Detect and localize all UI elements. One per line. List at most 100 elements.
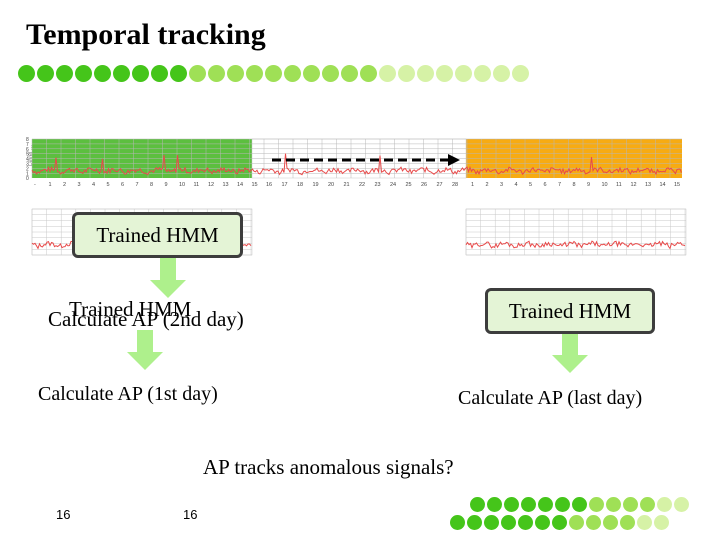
decor-dot [474,65,491,82]
x-tick-label: 12 [631,182,637,188]
decor-dot [265,65,282,82]
x-tick-label: 22 [359,182,365,188]
dashed-arrow [272,154,460,166]
decor-dot [637,515,652,530]
x-tick-label: 8 [150,182,153,188]
down-arrow-left-2 [127,330,163,370]
decor-dot [484,515,499,530]
x-tick-label: 13 [223,182,229,188]
decor-dot [654,515,669,530]
x-tick-label: 4 [515,182,518,188]
decor-dot [504,497,519,512]
decor-dot [569,515,584,530]
x-tick-label: 21 [344,182,350,188]
x-tick-label: 2 [486,182,489,188]
y-tick-label: 7 [26,142,29,148]
x-tick-label: 4 [92,182,95,188]
down-arrow-right [552,333,588,373]
y-tick-label: 4 [26,157,29,163]
y-tick-label: 6 [26,147,29,153]
x-tick-label: 15 [252,182,258,188]
slide-title: Temporal tracking [26,18,266,51]
x-tick-label: 26 [421,182,427,188]
decor-dot [379,65,396,82]
calc-ap-last-day: Calculate AP (last day) [458,387,643,409]
decor-dot [56,65,73,82]
x-tick-label: 23 [375,182,381,188]
x-tick-label: 5 [107,182,110,188]
y-tick-label: 8 [26,137,29,143]
trained-hmm-box-3: Trained HMM [485,288,655,334]
x-tick-label: 25 [406,182,412,188]
x-tick-label: 6 [121,182,124,188]
decor-dot [623,497,638,512]
decor-dot [521,497,536,512]
x-tick-label: 14 [660,182,666,188]
top-dot-decoration [18,65,529,82]
decor-dot [132,65,149,82]
decor-dot [113,65,130,82]
trained-hmm-box-1: Trained HMM [72,212,243,258]
decor-dot [170,65,187,82]
x-tick-label: 16 [266,182,272,188]
decor-dot [589,497,604,512]
bottom-dot-decoration [450,497,690,537]
decor-dot [303,65,320,82]
decor-dot [603,515,618,530]
decor-dot [555,497,570,512]
x-tick-label: 11 [194,182,200,188]
decor-dot [322,65,339,82]
decor-dot [572,497,587,512]
x-tick-label: 14 [237,182,243,188]
decor-dot [538,497,553,512]
x-tick-label: 13 [645,182,651,188]
decor-dot [640,497,655,512]
down-arrow-left-1 [150,258,186,298]
decor-dot [94,65,111,82]
x-tick-label: 18 [297,182,303,188]
decor-dot [189,65,206,82]
decor-dot [674,497,689,512]
x-tick-label: 10 [602,182,608,188]
decor-dot [436,65,453,82]
y-tick-label: 5 [26,152,29,158]
x-tick-label: 5 [529,182,532,188]
small-chart-right [450,203,690,271]
decor-dot [501,515,516,530]
page-number-left: 16 [56,507,71,522]
x-tick-label: - [34,182,36,188]
page-number-center: 16 [183,507,198,522]
x-tick-label: 2 [63,182,66,188]
decor-dot [518,515,533,530]
y-tick-label: 3 [26,162,29,168]
y-tick-label: 0 [26,176,29,182]
decor-dot [417,65,434,82]
x-tick-label: 9 [587,182,590,188]
x-tick-label: 11 [616,182,622,188]
decor-dot [470,497,485,512]
x-tick-label: 3 [78,182,81,188]
x-tick-label: 7 [136,182,139,188]
decor-dot [467,515,482,530]
y-tick-label: 2 [26,166,29,172]
signal-line [465,240,686,250]
decor-dot [360,65,377,82]
x-tick-label: 28 [452,182,458,188]
decor-dot [227,65,244,82]
x-tick-label: 17 [282,182,288,188]
calc-ap-2nd-day: Calculate AP (2nd day) [48,307,244,331]
calc-ap-1st-day: Calculate AP (1st day) [38,383,218,405]
decor-dot [535,515,550,530]
x-tick-label: 6 [544,182,547,188]
x-tick-label: 15 [674,182,680,188]
x-tick-label: 3 [500,182,503,188]
trained-hmm-box-2: Trained HMM [69,297,192,321]
decor-dot [455,65,472,82]
decor-dot [398,65,415,82]
x-tick-label: 1 [49,182,52,188]
decor-dot [341,65,358,82]
question-text: AP tracks anomalous signals? [203,455,454,479]
decor-dot [657,497,672,512]
x-tick-label: 7 [558,182,561,188]
